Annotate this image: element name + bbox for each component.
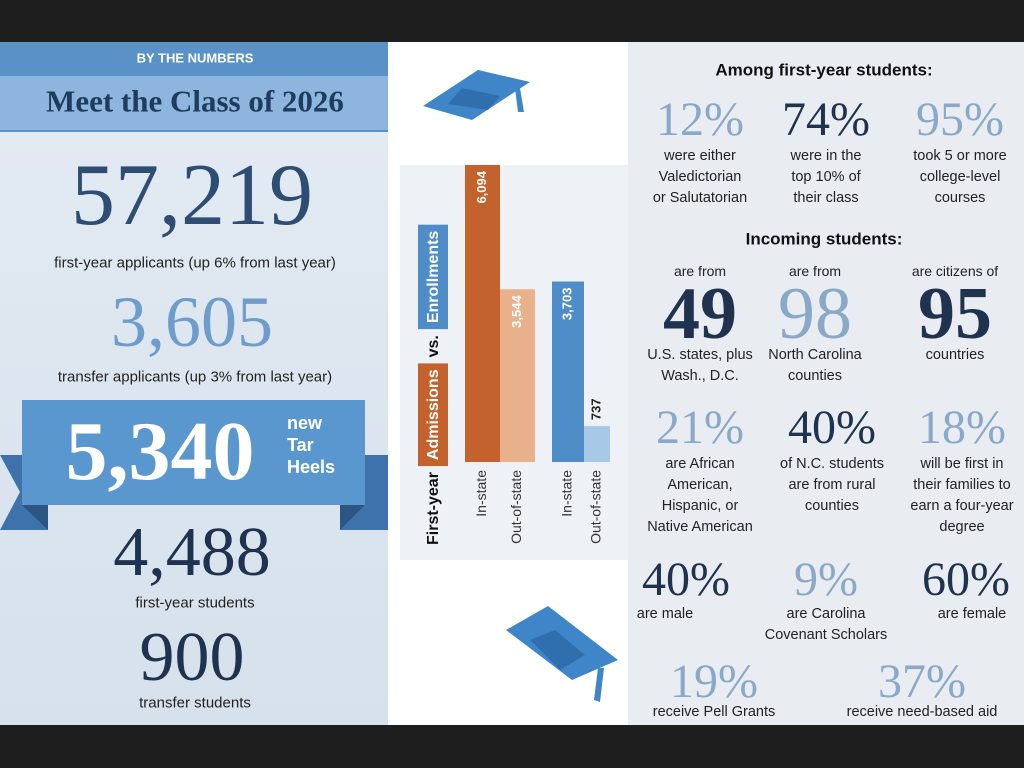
bar — [500, 289, 535, 462]
fact-value: 19% — [670, 655, 758, 708]
fact-text: took 5 or more — [913, 147, 1007, 164]
fact-value: 9% — [794, 553, 858, 606]
ribbon — [22, 400, 365, 505]
fact-text: their class — [793, 189, 859, 206]
stat-value: 900 — [139, 619, 245, 696]
fact-value: 98 — [778, 273, 852, 355]
fact-text: Hispanic, or — [661, 497, 739, 514]
value-label: 6,094 — [474, 170, 489, 203]
fact-value: 95 — [918, 273, 992, 355]
bar — [465, 165, 500, 462]
bar — [584, 426, 610, 462]
legend-label: Admissions — [425, 369, 442, 460]
section-heading: Incoming students: — [745, 229, 903, 249]
title: Meet the Class of 2026 — [46, 83, 344, 119]
fact-text: receive Pell Grants — [652, 703, 776, 720]
section-heading: Among first-year students: — [715, 60, 933, 80]
fact-text: earn a four-year — [910, 497, 1014, 514]
bar-chart: 6,094 In-state 3,544 Out-of-state 3,703 In-st… — [418, 165, 610, 545]
fact-text: counties — [804, 497, 860, 514]
category-label: Out-of-state — [508, 470, 524, 544]
fact-text: are female — [937, 605, 1007, 622]
fact-text: college-level — [919, 168, 1001, 185]
fact-value: 95% — [916, 93, 1004, 146]
value-label: 3,544 — [509, 295, 524, 328]
fact-text: their families to — [913, 476, 1011, 493]
fact-value: 40% — [642, 553, 730, 606]
fact-text: degree — [939, 518, 985, 535]
legend-box — [418, 224, 448, 330]
stat-label: transfer applicants (up 3% from last yea… — [57, 368, 333, 386]
stat-value: 4,488 — [113, 514, 271, 591]
grad-cap — [423, 70, 530, 120]
category-label: Out-of-state — [588, 470, 604, 544]
fact-text: are from rural — [788, 476, 876, 493]
fact-prefix: are from — [673, 263, 727, 279]
fact-text: countries — [925, 346, 985, 363]
fact-value: 60% — [922, 553, 1010, 606]
title-text: First-year — [425, 472, 442, 545]
fact-text: are Carolina — [786, 605, 866, 622]
banner-line: Tar — [287, 435, 314, 455]
fact-text: top 10% of — [791, 168, 861, 185]
fact-text: are male — [636, 605, 694, 622]
fact-text: are African — [665, 455, 735, 472]
fact-text: North Carolina — [768, 346, 862, 363]
fact-prefix: are from — [788, 263, 842, 279]
stat-label: transfer students — [139, 694, 251, 712]
stat-label: first-year students — [135, 594, 255, 612]
banner-line: new — [287, 413, 323, 433]
fact-text: American, — [667, 476, 733, 493]
category-label: In-state — [473, 470, 489, 517]
value-label: 737 — [588, 398, 603, 420]
stat-value: 3,605 — [111, 282, 273, 362]
right-panel — [628, 42, 1024, 725]
fact-value: 18% — [918, 401, 1006, 454]
stat-label: first-year applicants (up 6% from last y… — [54, 254, 336, 272]
fact-text: Native American — [647, 518, 753, 535]
fact-text: of N.C. students — [780, 455, 884, 472]
kicker: BY THE NUMBERS — [136, 50, 254, 66]
ribbon-fold — [340, 505, 365, 530]
fact-text: receive need-based aid — [846, 703, 998, 720]
bar — [552, 281, 584, 462]
fact-text: counties — [787, 367, 843, 384]
fact-text: Covenant Scholars — [764, 626, 888, 643]
title-band — [0, 76, 388, 130]
fact-value: 40% — [788, 401, 876, 454]
chart-title: First-year Admissions vs. Enrollments — [418, 224, 448, 545]
category-label: In-state — [559, 470, 575, 517]
fact-text: courses — [934, 189, 986, 206]
legend-label: Enrollments — [425, 231, 442, 324]
fact-value: 21% — [656, 401, 744, 454]
fact-text: U.S. states, plus — [647, 346, 753, 363]
fact-prefix: are citizens of — [911, 263, 999, 279]
fact-value: 49 — [663, 273, 737, 355]
banner-text: new Tar Heels — [287, 412, 335, 478]
fact-text: Valedictorian — [658, 168, 742, 185]
fact-value: 74% — [782, 93, 870, 146]
fact-text: will be first in — [920, 455, 1004, 472]
fact-text: Wash., D.C. — [661, 367, 739, 384]
fact-text: or Salutatorian — [652, 189, 748, 206]
legend-box — [418, 363, 448, 467]
banner-value: 5,340 — [65, 405, 255, 498]
fact-text: were in the — [790, 147, 862, 164]
grad-cap — [506, 606, 618, 702]
fact-value: 12% — [656, 93, 744, 146]
ribbon-fold — [22, 505, 48, 530]
banner-line: Heels — [287, 457, 336, 477]
left-panel — [0, 42, 388, 725]
value-label: 3,703 — [559, 288, 574, 321]
fact-text: were either — [664, 147, 736, 164]
title-text: vs. — [425, 335, 442, 357]
stat-value: 57,219 — [71, 147, 313, 244]
fact-value: 37% — [878, 655, 966, 708]
